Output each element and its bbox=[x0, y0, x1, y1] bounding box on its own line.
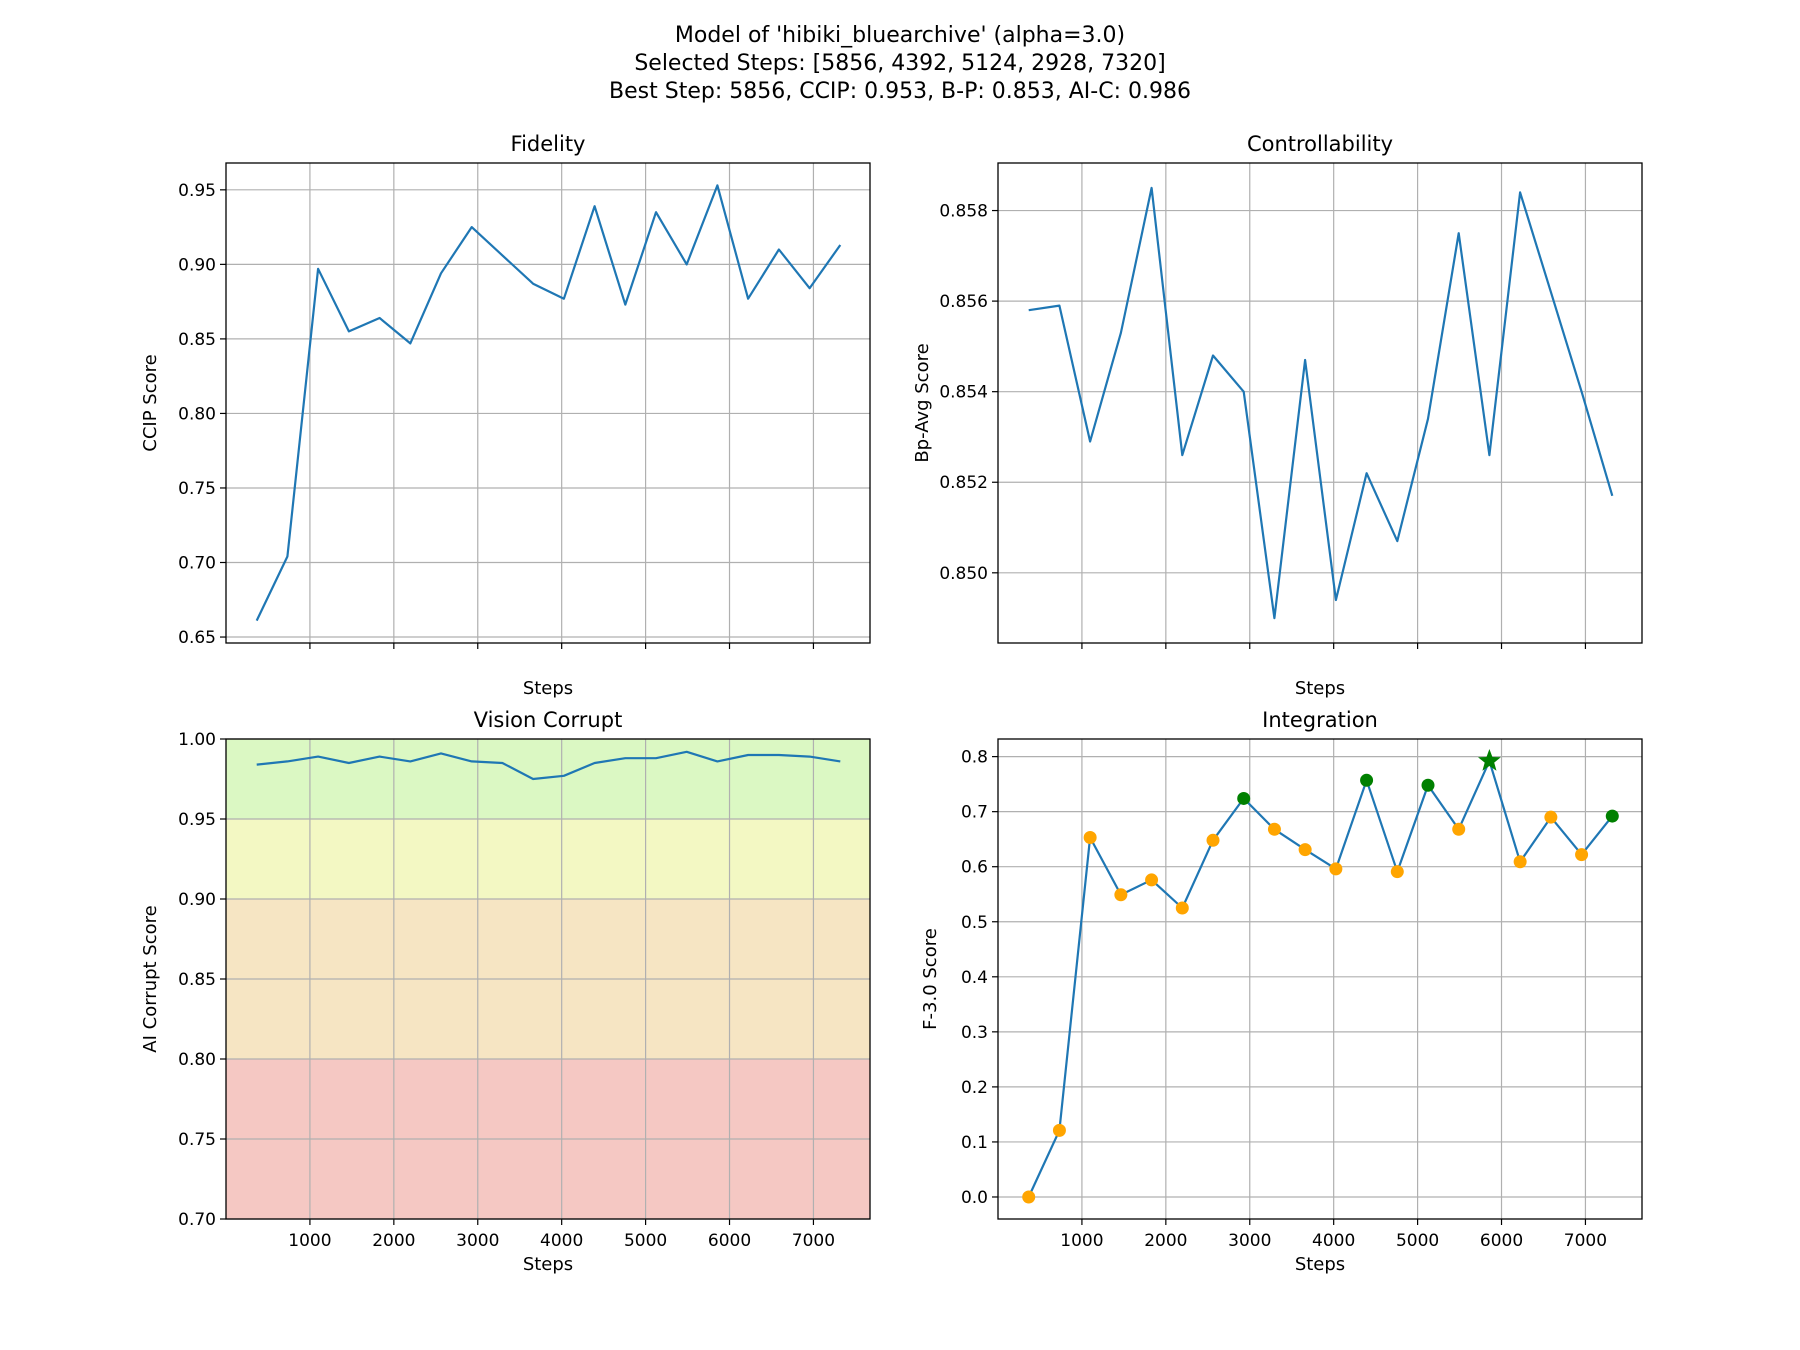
integration-point-732 bbox=[1052, 1123, 1066, 1137]
controllability-series-line bbox=[1028, 186, 1614, 620]
fidelity-title: Fidelity bbox=[511, 132, 586, 156]
integration-ytick-label-3: 0.3 bbox=[961, 1023, 988, 1043]
integration-axes-frame bbox=[997, 738, 1643, 1220]
vision-corrupt-ytick-label-0: 0.70 bbox=[178, 1210, 216, 1230]
fidelity-ylabel: CCIP Score bbox=[140, 354, 161, 451]
fidelity-axes-frame bbox=[225, 162, 871, 644]
integration-xtick-label-0: 1000 bbox=[1060, 1231, 1103, 1251]
integration-ytick-label-7: 0.7 bbox=[961, 803, 988, 823]
fidelity-ytick-label-1: 0.70 bbox=[178, 554, 216, 574]
vision-corrupt-ytick-label-3: 0.85 bbox=[178, 970, 216, 990]
integration-xlabel: Steps bbox=[1295, 1254, 1345, 1275]
vision-corrupt-xtick-label-5: 6000 bbox=[708, 1231, 751, 1251]
integration-best-marker-5856 bbox=[1478, 749, 1501, 771]
integration-ytick-label-1: 0.1 bbox=[961, 1133, 988, 1153]
fidelity-xlabel: Steps bbox=[523, 678, 573, 699]
integration-point-4758 bbox=[1390, 865, 1404, 879]
vision-corrupt-band-0 bbox=[226, 739, 870, 819]
fidelity-ytick-label-3: 0.80 bbox=[178, 404, 216, 424]
integration-ytick-label-5: 0.5 bbox=[961, 913, 988, 933]
integration-point-2928 bbox=[1237, 791, 1251, 805]
integration-point-3660 bbox=[1298, 843, 1312, 857]
integration-xtick-label-1: 2000 bbox=[1144, 1231, 1187, 1251]
fidelity-chart: 0.65 0.70 0.75 0.80 0.85 0.90 0.95 Fidelity Step… bbox=[140, 132, 871, 699]
vision-corrupt-xtick-label-6: 7000 bbox=[792, 1231, 835, 1251]
integration-xtick-label-5: 6000 bbox=[1480, 1231, 1523, 1251]
integration-ytick-label-8: 0.8 bbox=[961, 748, 988, 768]
fidelity-ytick-label-2: 0.75 bbox=[178, 479, 216, 499]
controllability-ytick-label-0: 0.850 bbox=[939, 564, 988, 584]
integration-ylabel: F-3.0 Score bbox=[920, 928, 941, 1030]
fidelity-ytick-label-0: 0.65 bbox=[178, 628, 216, 648]
vision-corrupt-ytick-label-6: 1.00 bbox=[178, 730, 216, 750]
integration-point-5124 bbox=[1421, 778, 1435, 792]
controllability-title: Controllability bbox=[1247, 132, 1393, 156]
integration-point-6588 bbox=[1544, 810, 1558, 824]
fidelity-ytick-label-6: 0.95 bbox=[178, 181, 216, 201]
controllability-axes-frame bbox=[997, 162, 1643, 644]
vision-corrupt-series-line bbox=[256, 750, 841, 781]
integration-point-366 bbox=[1022, 1190, 1036, 1204]
vision-corrupt-xtick-label-1: 2000 bbox=[372, 1231, 415, 1251]
integration-point-1098 bbox=[1083, 831, 1097, 845]
integration-ytick-label-0: 0.0 bbox=[961, 1188, 988, 1208]
fidelity-ytick-label-4: 0.85 bbox=[178, 330, 216, 350]
integration-ytick-label-2: 0.2 bbox=[961, 1078, 988, 1098]
integration-point-4392 bbox=[1360, 773, 1374, 787]
vision-corrupt-ylabel: AI Corrupt Score bbox=[140, 905, 161, 1052]
figure-title-line-1: Model of 'hibiki_bluearchive' (alpha=3.0… bbox=[674, 23, 1126, 48]
vision-corrupt-xtick-label-4: 5000 bbox=[624, 1231, 667, 1251]
controllability-ytick-label-4: 0.858 bbox=[939, 202, 988, 222]
integration-point-6954 bbox=[1575, 848, 1589, 862]
vision-corrupt-title: Vision Corrupt bbox=[474, 708, 623, 732]
controllability-ytick-label-2: 0.854 bbox=[939, 383, 988, 403]
integration-point-2562 bbox=[1206, 833, 1220, 847]
integration-point-6222 bbox=[1513, 855, 1527, 869]
controllability-xlabel: Steps bbox=[1295, 678, 1345, 699]
fidelity-ytick-label-5: 0.90 bbox=[178, 255, 216, 275]
integration-point-1464 bbox=[1114, 888, 1128, 902]
vision-corrupt-axes-frame bbox=[225, 738, 871, 1220]
vision-corrupt-xtick-label-3: 4000 bbox=[540, 1231, 583, 1251]
figure-title-line-2: Selected Steps: [5856, 4392, 5124, 2928,… bbox=[634, 51, 1166, 76]
integration-xtick-label-3: 4000 bbox=[1312, 1231, 1355, 1251]
vision-corrupt-band-1 bbox=[226, 819, 870, 899]
vision-corrupt-chart: 1000 2000 3000 4000 5000 6000 7000 0.70 0.75 0.80… bbox=[140, 708, 871, 1275]
figure-title-line-3: Best Step: 5856, CCIP: 0.953, B-P: 0.853… bbox=[609, 79, 1191, 104]
controllability-ylabel: Bp-Avg Score bbox=[912, 343, 933, 462]
integration-xtick-label-2: 3000 bbox=[1228, 1231, 1271, 1251]
vision-corrupt-ytick-label-2: 0.80 bbox=[178, 1050, 216, 1070]
controllability-ytick-label-3: 0.856 bbox=[939, 292, 988, 312]
figure-title: Model of 'hibiki_bluearchive' (alpha=3.0… bbox=[0, 22, 1800, 106]
vision-corrupt-ytick-label-4: 0.90 bbox=[178, 890, 216, 910]
integration-point-2196 bbox=[1175, 901, 1189, 915]
controllability-chart: 0.850 0.852 0.854 0.856 0.858 Controllability… bbox=[912, 132, 1643, 699]
integration-ytick-label-4: 0.4 bbox=[961, 968, 988, 988]
integration-chart: 1000 2000 3000 4000 5000 6000 7000 0.0 0.1 0.2 0.3… bbox=[920, 708, 1643, 1275]
integration-xtick-label-4: 5000 bbox=[1396, 1231, 1439, 1251]
vision-corrupt-xtick-label-2: 3000 bbox=[456, 1231, 499, 1251]
vision-corrupt-xlabel: Steps bbox=[523, 1254, 573, 1275]
integration-point-5490 bbox=[1452, 822, 1466, 836]
controllability-ytick-label-1: 0.852 bbox=[939, 473, 988, 493]
integration-series-line bbox=[1027, 759, 1614, 1198]
integration-point-3294 bbox=[1267, 822, 1281, 836]
integration-title: Integration bbox=[1262, 708, 1378, 732]
fidelity-series-line bbox=[255, 184, 842, 622]
vision-corrupt-xtick-label-0: 1000 bbox=[288, 1231, 331, 1251]
integration-ytick-label-6: 0.6 bbox=[961, 858, 988, 878]
vision-corrupt-ytick-label-5: 0.95 bbox=[178, 810, 216, 830]
integration-point-1830 bbox=[1145, 873, 1159, 887]
integration-point-4026 bbox=[1329, 862, 1343, 876]
integration-point-7320 bbox=[1605, 809, 1619, 823]
vision-corrupt-ytick-label-1: 0.75 bbox=[178, 1130, 216, 1150]
integration-xtick-label-6: 7000 bbox=[1564, 1231, 1607, 1251]
